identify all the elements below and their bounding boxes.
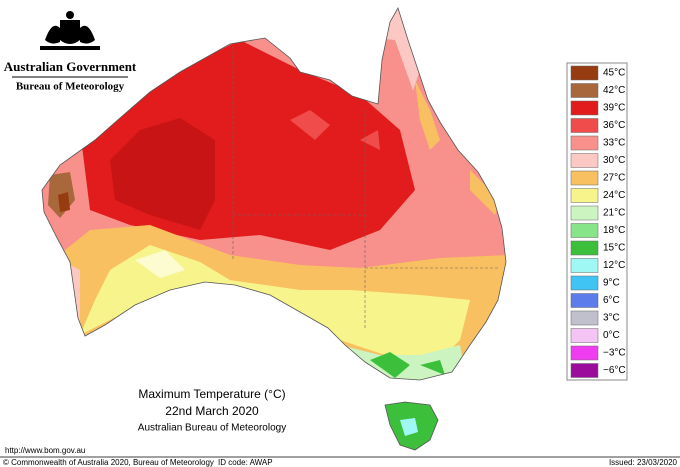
legend-label: 27°C bbox=[603, 173, 625, 184]
coat-of-arms bbox=[40, 11, 100, 50]
legend-label: 6°C bbox=[603, 295, 620, 306]
legend-label: 9°C bbox=[603, 278, 620, 289]
legend: 45°C 42°C 39°C 36°C 33°C 30°C 27°C 24°C 21°C 18°C… bbox=[570, 65, 626, 378]
legend-label: 0°C bbox=[603, 330, 620, 341]
legend-label: 3°C bbox=[603, 313, 620, 324]
legend-label: 24°C bbox=[603, 190, 625, 201]
legend-swatch bbox=[570, 310, 599, 326]
map-title: Maximum Temperature (°C) bbox=[138, 387, 285, 401]
legend-label: 12°C bbox=[603, 260, 625, 271]
legend-label: 33°C bbox=[603, 138, 625, 149]
legend-label: −6°C bbox=[603, 365, 626, 376]
legend-swatch bbox=[570, 328, 599, 343]
legend-swatch bbox=[570, 65, 599, 81]
legend-label: −3°C bbox=[603, 348, 626, 359]
legend-swatch bbox=[570, 293, 599, 308]
legend-swatch bbox=[570, 258, 599, 273]
legend-swatch bbox=[570, 135, 599, 151]
legend-swatch bbox=[570, 100, 599, 116]
map-date: 22nd March 2020 bbox=[165, 404, 259, 418]
issued: Issued: 23/03/2020 bbox=[609, 458, 678, 467]
legend-label: 45°C bbox=[603, 68, 625, 79]
bureau: Bureau of Meteorology bbox=[16, 81, 125, 93]
legend-label: 39°C bbox=[603, 103, 625, 114]
copyright: © Commonwealth of Australia 2020, Bureau… bbox=[3, 458, 214, 467]
legend-swatch bbox=[570, 153, 599, 168]
tasmania bbox=[384, 401, 439, 451]
legend-swatch bbox=[570, 240, 599, 256]
legend-label: 36°C bbox=[603, 120, 625, 131]
legend-swatch bbox=[570, 170, 599, 186]
legend-label: 42°C bbox=[603, 85, 625, 96]
legend-label: 18°C bbox=[603, 225, 625, 236]
legend-label: 30°C bbox=[603, 155, 625, 166]
legend-swatch bbox=[570, 275, 599, 291]
legend-swatch bbox=[570, 205, 599, 221]
legend-swatch bbox=[570, 223, 599, 238]
legend-swatch bbox=[570, 345, 599, 361]
coastline bbox=[41, 7, 507, 381]
legend-label: 21°C bbox=[603, 208, 625, 219]
legend-swatch bbox=[570, 118, 599, 133]
id-code: ID code: AWAP bbox=[218, 458, 273, 467]
government: Australian Government bbox=[4, 59, 137, 74]
legend-swatch bbox=[570, 83, 599, 98]
legend-label: 15°C bbox=[603, 243, 625, 254]
state-borders bbox=[232, 46, 500, 330]
url: http://www.bom.gov.au bbox=[5, 446, 85, 455]
legend-box bbox=[566, 62, 628, 381]
map-source: Australian Bureau of Meteorology bbox=[138, 423, 286, 434]
legend-swatch bbox=[570, 188, 599, 203]
legend-swatch bbox=[570, 363, 599, 378]
